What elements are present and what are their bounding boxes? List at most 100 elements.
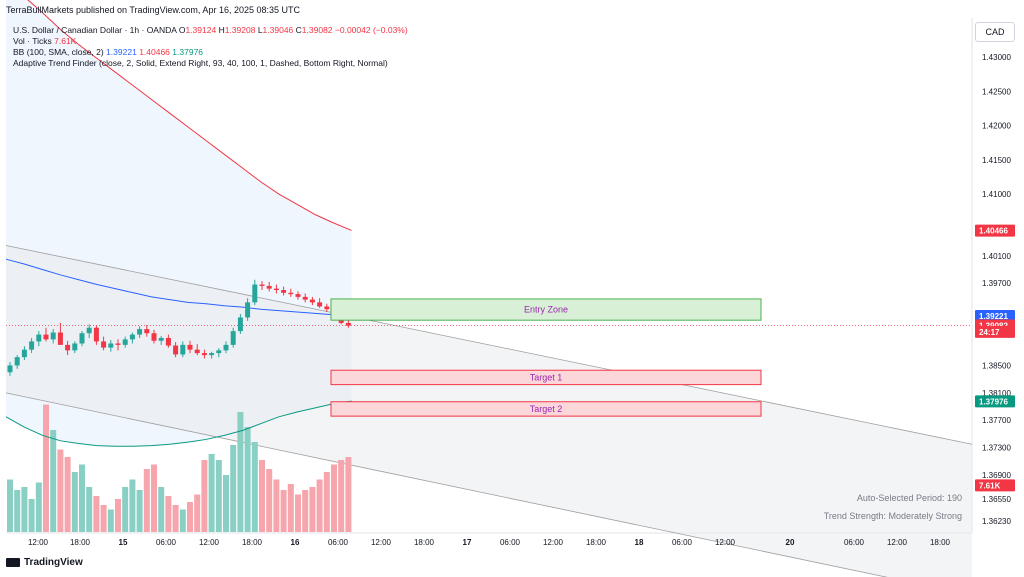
price-tag-lower xyxy=(975,395,1015,408)
volume-bar xyxy=(331,464,337,532)
bb-label[interactable]: BB (100, SMA, close, 2) xyxy=(13,47,104,57)
volume-bar xyxy=(107,509,114,532)
volume-bar xyxy=(244,427,251,532)
x-tick-label: 18 xyxy=(635,538,644,547)
volume-bar xyxy=(309,487,316,532)
y-tick-label: 1.42500 xyxy=(982,87,1011,96)
candle-body xyxy=(72,343,78,351)
close-value: 1.39082 xyxy=(301,25,333,35)
trend-channel-lower xyxy=(5,392,888,577)
x-tick-label: 12:00 xyxy=(715,538,736,547)
bb-mid-value: 1.39221 xyxy=(106,47,137,57)
candle-body xyxy=(223,344,229,351)
volume-bar xyxy=(35,482,42,532)
atf-label[interactable]: Adaptive Trend Finder (close, 2, Solid, … xyxy=(13,58,388,68)
price-tag-text: 7.61K xyxy=(979,481,1001,490)
x-tick-label: 06:00 xyxy=(844,538,865,547)
candle-body xyxy=(201,353,207,356)
legend-bb-row: BB (100, SMA, close, 2) 1.39221 1.40466 … xyxy=(13,47,203,58)
volume-bar xyxy=(230,445,237,532)
volume-bar xyxy=(79,464,85,532)
volume-bar xyxy=(280,490,287,532)
candle-body xyxy=(295,294,301,297)
volume-bar xyxy=(158,487,165,532)
volume-bar xyxy=(259,460,265,532)
volume-bar xyxy=(179,509,186,532)
y-tick-label: 1.36550 xyxy=(982,495,1011,504)
low-label: L xyxy=(257,25,263,35)
symbol-name[interactable]: U.S. Dollar / Canadian Dollar · 1h · OAN… xyxy=(13,25,177,35)
x-tick-label: 20 xyxy=(786,538,795,547)
tradingview-logo-text: TradingView xyxy=(24,557,83,568)
candle-body xyxy=(137,329,143,335)
candle-body xyxy=(57,332,63,345)
high-value: 1.39208 xyxy=(224,25,256,35)
volume-bar xyxy=(143,469,150,532)
volume-bar xyxy=(338,460,345,532)
legend-symbol-row: U.S. Dollar / Canadian Dollar · 1h · OAN… xyxy=(13,25,408,36)
volume-bar xyxy=(21,487,28,532)
volume-bar xyxy=(295,494,301,532)
y-tick-label: 1.43000 xyxy=(982,53,1011,62)
price-tag-text: 1.40466 xyxy=(979,227,1008,236)
price-tag-text: 1.37976 xyxy=(979,397,1008,406)
candle-body xyxy=(158,338,164,341)
y-tick-label: 1.40100 xyxy=(982,252,1011,261)
candle-body xyxy=(266,285,272,289)
x-tick-label: 18:00 xyxy=(414,538,435,547)
volume-bar xyxy=(93,496,100,532)
candle-body xyxy=(194,349,200,354)
candle-body xyxy=(252,284,258,303)
y-tick-label: 1.37300 xyxy=(982,444,1011,453)
candle-body xyxy=(50,332,56,340)
volume-bar xyxy=(266,469,273,532)
zone-box-entry-zone[interactable] xyxy=(330,298,762,321)
volume-bar xyxy=(287,484,294,532)
x-tick-label: 06:00 xyxy=(672,538,693,547)
x-tick-label: 17 xyxy=(463,538,472,547)
candle-body xyxy=(324,306,330,310)
candle-body xyxy=(21,349,27,358)
candle-body xyxy=(165,338,171,346)
x-tick-label: 12:00 xyxy=(371,538,392,547)
x-tick-label: 12:00 xyxy=(28,538,49,547)
y-tick-label: 1.37700 xyxy=(982,416,1011,425)
legend-volume-row: Vol · Ticks 7.61K xyxy=(13,36,76,47)
candle-body xyxy=(79,333,85,344)
zone-box-target-2[interactable] xyxy=(330,401,762,417)
volume-bar xyxy=(194,494,201,532)
volume-bar xyxy=(71,472,78,532)
candle-body xyxy=(173,345,179,355)
volume-bar xyxy=(187,502,193,532)
zone-label: Entry Zone xyxy=(524,305,568,315)
candle-body xyxy=(151,333,157,341)
candle-body xyxy=(230,331,236,345)
x-tick-label: 18:00 xyxy=(930,538,951,547)
currency-button[interactable]: CAD xyxy=(975,22,1015,42)
x-tick-label: 15 xyxy=(119,538,128,547)
zone-label: Target 1 xyxy=(530,372,563,382)
candle-body xyxy=(29,341,35,350)
x-tick-label: 06:00 xyxy=(328,538,349,547)
x-tick-label: 06:00 xyxy=(156,538,177,547)
volume-bar xyxy=(302,490,309,532)
candle-body xyxy=(309,299,315,303)
tradingview-logo-icon xyxy=(6,558,20,567)
candle-body xyxy=(43,334,49,340)
publisher-line: TerraBullMarkets published on TradingVie… xyxy=(6,5,300,15)
volume-bar xyxy=(122,487,129,532)
candle-body xyxy=(36,334,42,342)
y-tick-label: 1.39700 xyxy=(982,279,1011,288)
trend-strength-label: Trend Strength: Moderately Strong xyxy=(823,511,962,521)
candle-body xyxy=(122,339,128,345)
zone-box-target-1[interactable] xyxy=(330,369,762,386)
x-tick-label: 12:00 xyxy=(199,538,220,547)
volume-bar xyxy=(172,505,179,532)
bb-mid-line xyxy=(5,258,352,317)
volume-label[interactable]: Vol · Ticks xyxy=(13,36,52,46)
x-tick-label: 18:00 xyxy=(242,538,263,547)
candle-body xyxy=(245,302,251,318)
volume-bar xyxy=(28,499,35,532)
tradingview-logo[interactable]: TradingView xyxy=(6,557,83,568)
